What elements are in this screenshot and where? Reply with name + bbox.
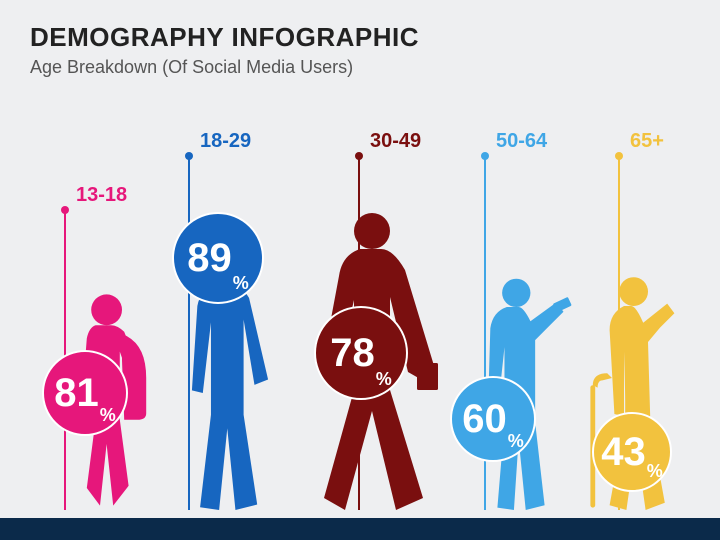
page-title: DEMOGRAPHY INFOGRAPHIC (30, 22, 690, 53)
age-group: 30-4978% (300, 156, 460, 510)
callout-dot-icon (481, 152, 489, 160)
callout-stem: 18-29 (188, 156, 190, 510)
percent-symbol: % (647, 461, 663, 482)
percent-badge: 78% (314, 306, 408, 400)
percent-symbol: % (233, 273, 249, 294)
percent-badge: 89% (172, 212, 264, 304)
footer-bar (0, 518, 720, 540)
header: DEMOGRAPHY INFOGRAPHIC Age Breakdown (Of… (0, 0, 720, 78)
percent-value: 81 (54, 373, 99, 413)
percent-badge: 43% (592, 412, 672, 492)
age-range-label: 50-64 (496, 130, 547, 153)
age-group: 65+43% (576, 156, 720, 510)
callout-dot-icon (185, 152, 193, 160)
person-silhouette-icon (462, 194, 580, 510)
infographic-canvas: 13-1881% 18-2989% 30-4978% 50-6460% 65+4… (0, 110, 720, 510)
percent-symbol: % (508, 431, 524, 452)
percent-value: 78 (330, 333, 375, 373)
percent-value: 89 (187, 238, 232, 278)
age-range-label: 18-29 (200, 130, 251, 153)
age-range-label: 65+ (630, 130, 664, 153)
percent-symbol: % (376, 369, 392, 390)
age-group: 18-2989% (154, 156, 314, 510)
percent-value: 60 (462, 399, 507, 439)
page-subtitle: Age Breakdown (Of Social Media Users) (30, 57, 690, 78)
age-range-label: 30-49 (370, 130, 421, 153)
percent-value: 43 (601, 432, 646, 472)
percent-symbol: % (100, 405, 116, 426)
percent-badge: 81% (42, 350, 128, 436)
callout-dot-icon (355, 152, 363, 160)
age-range-label: 13-18 (76, 184, 127, 207)
callout-dot-icon (615, 152, 623, 160)
callout-dot-icon (61, 206, 69, 214)
percent-badge: 60% (450, 376, 536, 462)
